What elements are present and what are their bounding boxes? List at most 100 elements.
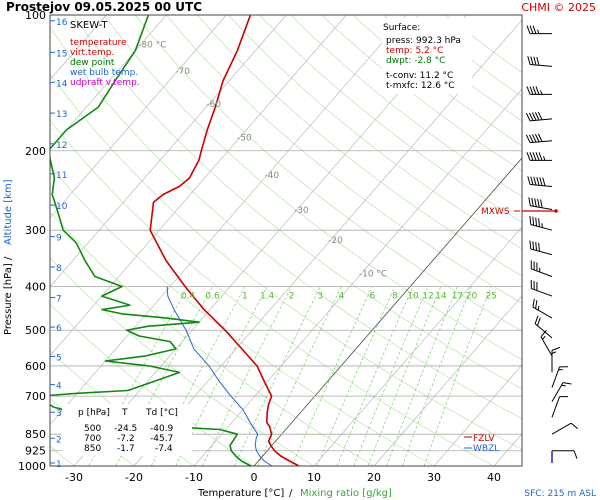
wind-barb-staff (551, 396, 560, 418)
mxws-dot (554, 209, 558, 213)
plot-grid (50, 15, 522, 466)
altitude-tick-label: 7 (56, 294, 62, 304)
wind-barb-flag (538, 242, 540, 252)
xlabel-temp: Temperature [°C] (197, 488, 284, 499)
wind-barb-flag (532, 152, 537, 161)
wind-barb-half (561, 384, 566, 387)
table-row-850-t: -1.7 (117, 444, 135, 454)
wind-barb (552, 450, 578, 459)
wind-barb-flag (530, 56, 534, 65)
plot-frame (49, 14, 523, 467)
wind-barb-staff (531, 268, 553, 277)
legend-wet-bulb: wet bulb temp. (70, 68, 138, 78)
wind-barb-flag (526, 86, 531, 95)
mixing-ratio-line (423, 286, 492, 466)
level-table: p [hPa] T Td [°C] 500 -24.5 -40.9 700 -7… (62, 404, 192, 456)
wind-barb-half (543, 156, 546, 161)
wind-barb-flag (531, 197, 534, 207)
wind-barb (534, 315, 553, 339)
wind-barb (530, 260, 553, 277)
surface-info: Surface: press: 992.3 hPa temp: 5.2 °C d… (382, 18, 472, 94)
mixing-ratio-label: 4 (339, 292, 345, 302)
wind-barb-flag (529, 215, 532, 225)
wind-barb (526, 152, 552, 161)
surface-temp: temp: 5.2 °C (386, 46, 443, 56)
pressure-tick-label: 400 (25, 281, 46, 294)
wind-barb-staff (530, 118, 553, 122)
dry-adiabat (228, 15, 522, 250)
axes: 1002003004005006007008509251000161514131… (18, 9, 501, 484)
mixing-ratio-label: 25 (485, 292, 496, 302)
isotherm-zero (253, 157, 522, 466)
wind-barb-flag (534, 198, 537, 207)
wind-barb-flag (532, 298, 535, 308)
wbzl-marker: WBZL (464, 444, 499, 454)
dry-adiabat (259, 15, 522, 223)
table-row-500-t: -24.5 (114, 424, 137, 434)
wind-barb-staff (531, 288, 553, 297)
temperature-curve (149, 15, 300, 466)
mixing-ratio-label: 6 (369, 292, 375, 302)
wind-barb-staff (530, 140, 553, 144)
chart-header-title: Prostejov 09.05.2025 00 UTC (6, 0, 202, 14)
wind-barb-flag (540, 329, 547, 338)
surface-press: press: 992.3 hPa (386, 36, 461, 46)
table-header-td: Td [°C] (145, 408, 178, 418)
dry-adiabat (103, 15, 522, 361)
altitude-tick-label: 12 (56, 141, 67, 151)
wind-barb-flag (529, 152, 534, 161)
pressure-tick-label: 600 (25, 360, 46, 373)
altitude-tick-label: 4 (56, 382, 62, 392)
temp-tick-label: 10 (307, 471, 321, 484)
isotherm-label: -50 (237, 134, 252, 144)
isotherm (313, 226, 522, 466)
wind-barb-flag (551, 346, 561, 351)
wind-barb-flag (535, 152, 540, 161)
wind-barb-flag (542, 177, 546, 186)
dry-adiabat (197, 15, 522, 277)
mixing-ratio-label: 17 (452, 292, 463, 302)
pressure-tick-label: 200 (25, 145, 46, 158)
wind-barb-flag (534, 112, 540, 121)
wind-barb-staff (540, 336, 553, 357)
temp-tick-label: -20 (125, 471, 143, 484)
isotherm (433, 364, 522, 466)
dry-adiabat (290, 15, 522, 197)
altitude-tick-label: 11 (56, 171, 67, 181)
table-row-700-td: -45.7 (150, 434, 173, 444)
dry-adiabat (50, 26, 522, 420)
surface-title: Surface: (383, 23, 420, 33)
wind-barb-flag (538, 152, 543, 161)
wind-barb (529, 240, 553, 256)
isotherm (50, 15, 227, 219)
wind-barb-flag (529, 86, 534, 95)
wind-barb-staff (530, 224, 553, 231)
wind-barb-flag (538, 218, 540, 227)
pressure-tick-label: 500 (25, 324, 46, 337)
table-header-t: T (121, 408, 128, 418)
wind-barb (527, 56, 553, 67)
wind-barb-staff (534, 323, 553, 339)
wind-barb-staff (551, 382, 564, 402)
fzlv-label: FZLV (473, 434, 495, 444)
altitude-tick-label: 14 (56, 79, 68, 89)
wind-barb-flag (532, 25, 537, 34)
wind-barb-flag (540, 199, 543, 208)
mixing-ratio-label: 1 (242, 292, 248, 302)
altitude-tick-label: 1 (56, 460, 62, 470)
wind-barb-flag (536, 176, 540, 186)
wbzl-label: WBZL (473, 444, 499, 454)
wind-barb (526, 86, 552, 95)
table-row-500-td: -40.9 (150, 424, 174, 434)
wind-barb-staff (530, 184, 553, 187)
wind-barb (526, 25, 552, 35)
altitude-tick-label: 8 (56, 264, 62, 274)
wind-barb (525, 133, 553, 144)
wind-barb-flag (527, 176, 531, 185)
isotherm (50, 15, 167, 150)
chart-title: SKEW-T (70, 20, 108, 31)
wind-barb-staff (551, 422, 572, 435)
surface-tconv: t-conv: 11.2 °C (386, 71, 453, 81)
wind-barb-half (537, 305, 540, 311)
isotherm-label: -20 (328, 236, 343, 246)
